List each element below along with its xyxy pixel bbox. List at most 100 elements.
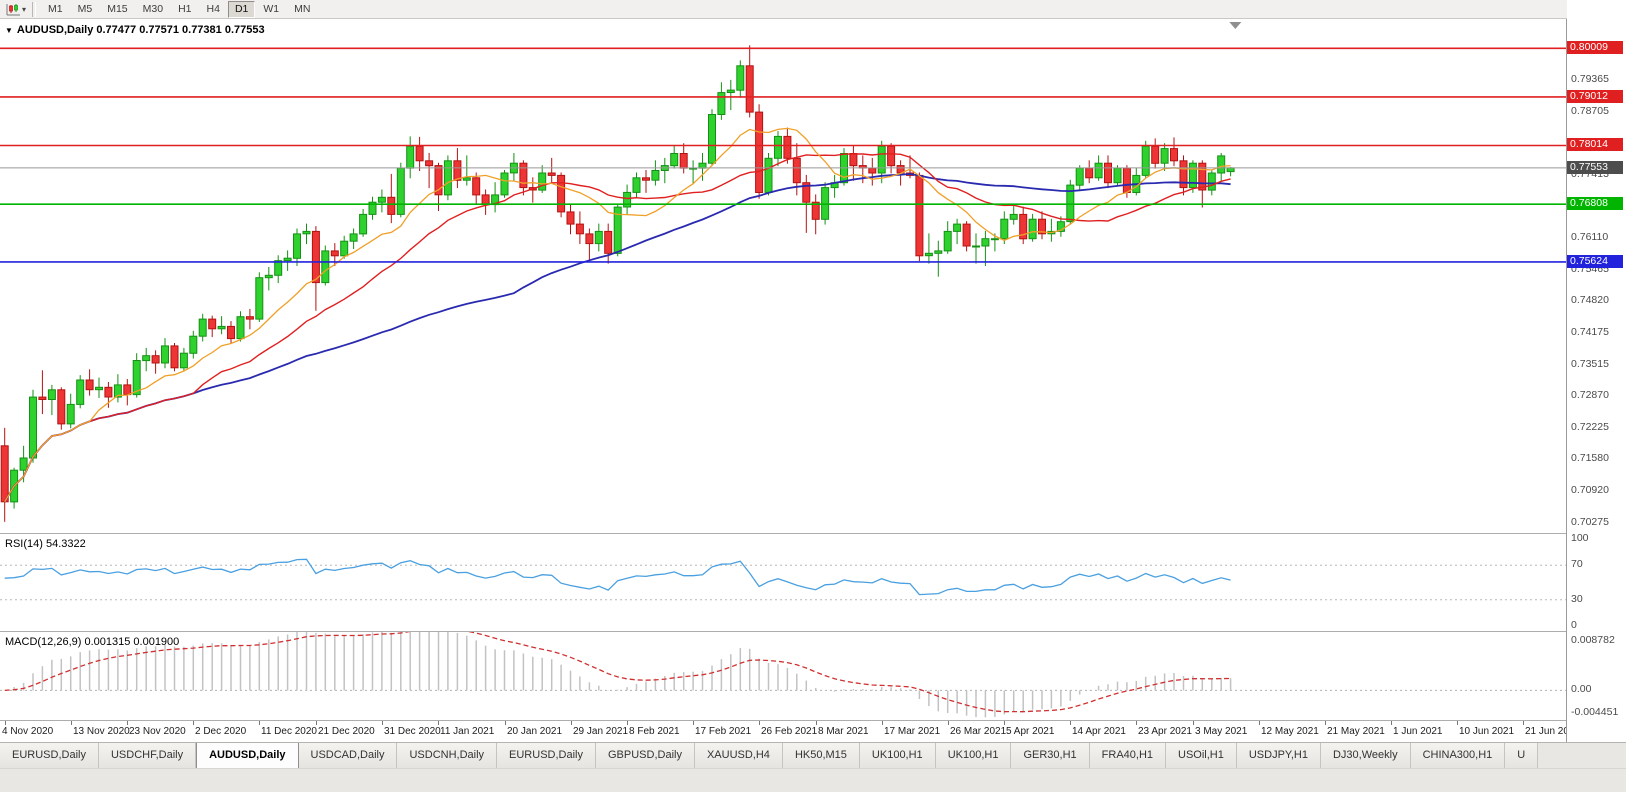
candle-up — [377, 196, 386, 203]
chart-tab-audusd-daily[interactable]: AUDUSD,Daily — [196, 743, 299, 768]
candle-down — [802, 182, 811, 203]
chart-tab-fra40-h1[interactable]: FRA40,H1 — [1089, 743, 1167, 768]
timeframe-button-d1[interactable]: D1 — [227, 0, 256, 18]
price-axis[interactable]: 0.793650.787050.780600.774130.767550.761… — [1567, 0, 1626, 742]
toolbar-separator — [32, 1, 37, 17]
candle-up — [283, 257, 292, 262]
chart-tab-gbpusd-daily[interactable]: GBPUSD,Daily — [596, 743, 695, 768]
candle-up — [142, 355, 151, 362]
candle-down — [481, 194, 490, 206]
candle-down — [227, 325, 235, 340]
macd-scale-label: 0.008782 — [1571, 634, 1615, 646]
chart-tab-usdchf-daily[interactable]: USDCHF,Daily — [98, 743, 197, 768]
timeframe-button-m1[interactable]: M1 — [48, 2, 63, 15]
candle-up — [1028, 218, 1037, 240]
chart-tab-china300-h1[interactable]: CHINA300,H1 — [1410, 743, 1506, 768]
candle-down — [1151, 145, 1160, 164]
candle-down — [1038, 218, 1046, 235]
candle-down — [745, 65, 754, 113]
candlestick-chart[interactable] — [0, 19, 1566, 533]
price-scale-label: 0.70920 — [1571, 484, 1609, 496]
status-bar — [0, 768, 1626, 792]
candle-up — [934, 250, 943, 254]
candle-up — [255, 277, 264, 320]
ma-line-mid — [4, 153, 1231, 503]
candle-up — [132, 360, 141, 396]
candle-up — [1160, 148, 1169, 164]
price-scale-label: 0.74820 — [1571, 294, 1609, 306]
macd-panel[interactable]: MACD(12,26,9) 0.001315 0.001900 — [0, 632, 1566, 720]
price-scale-label: 0.72870 — [1571, 389, 1609, 401]
chart-tab-eurusd-daily[interactable]: EURUSD,Daily — [497, 743, 596, 768]
time-axis-tick — [382, 721, 383, 725]
candle-up — [29, 396, 37, 459]
timeframe-button-m5[interactable]: M5 — [77, 2, 93, 15]
candle-up — [698, 162, 707, 169]
date-label: 14 Apr 2021 — [1072, 726, 1126, 737]
chart-tab-ger30-h1[interactable]: GER30,H1 — [1011, 743, 1090, 768]
chart-tab-eurusd-daily[interactable]: EURUSD,Daily — [0, 743, 99, 768]
chart-tab-usdcnh-daily[interactable]: USDCNH,Daily — [397, 743, 498, 768]
candle-down — [311, 230, 320, 284]
chart-tab-usdjpy-h1[interactable]: USDJPY,H1 — [1236, 743, 1321, 768]
candle-up — [623, 191, 632, 208]
macd-chart[interactable] — [0, 632, 1566, 720]
rsi-chart[interactable] — [0, 534, 1566, 631]
chart-tab-u[interactable]: U — [1505, 743, 1539, 768]
candle-up — [594, 230, 603, 245]
time-axis-tick — [71, 721, 72, 725]
candle-down — [915, 174, 924, 257]
candle-down — [792, 157, 801, 184]
collapse-arrow-icon[interactable]: ▼ — [5, 25, 13, 35]
candle-up — [1188, 162, 1197, 189]
ma-line-fast — [4, 127, 1231, 503]
macd-scale-label: -0.004451 — [1571, 706, 1619, 718]
candle-up — [302, 230, 311, 235]
timeframe-button-m30[interactable]: M30 — [142, 2, 164, 15]
candle-up — [19, 457, 28, 471]
candle-down — [585, 233, 594, 245]
candle-down — [1019, 213, 1028, 240]
price-chart-panel[interactable]: ▼ AUDUSD,Daily 0.77477 0.77571 0.77381 0… — [0, 19, 1566, 533]
time-axis-tick — [316, 721, 317, 725]
candlestick-chart-icon — [6, 3, 20, 15]
time-axis[interactable]: 4 Nov 2020 13 Nov 2020 23 Nov 2020 2 Dec 20… — [0, 721, 1566, 742]
rsi-line — [4, 558, 1231, 596]
time-axis-tick — [505, 721, 506, 725]
rsi-scale-label: 0 — [1571, 619, 1577, 631]
candle-up — [179, 352, 188, 369]
price-scale-label: 0.74175 — [1571, 326, 1609, 338]
panel-separator — [0, 533, 1626, 534]
chart-tab-usoil-h1[interactable]: USOil,H1 — [1166, 743, 1237, 768]
candle-up — [990, 238, 999, 241]
timeframe-button-m15[interactable]: M15 — [107, 2, 128, 15]
candle-up — [293, 233, 301, 259]
chart-tab-hk50-m15[interactable]: HK50,M15 — [782, 743, 860, 768]
time-axis-tick — [759, 721, 760, 725]
candle-up — [953, 223, 962, 232]
candle-down — [962, 223, 971, 247]
date-label: 17 Mar 2021 — [884, 726, 941, 737]
candle-down — [425, 160, 434, 167]
time-axis-tick — [1457, 721, 1458, 725]
candle-up — [274, 260, 283, 276]
chart-type-button[interactable]: ▾ — [3, 1, 29, 18]
candle-up — [264, 274, 273, 279]
chart-tab-usdcad-daily[interactable]: USDCAD,Daily — [298, 743, 398, 768]
chart-tab-xauusd-h4[interactable]: XAUUSD,H4 — [694, 743, 783, 768]
candle-up — [113, 384, 122, 398]
chart-tab-uk100-h1[interactable]: UK100,H1 — [859, 743, 936, 768]
price-scale-label: 0.72225 — [1571, 421, 1609, 433]
candle-down — [755, 111, 764, 193]
rsi-panel[interactable]: RSI(14) 54.3322 — [0, 534, 1566, 631]
timeframe-button-h4[interactable]: H4 — [206, 2, 220, 15]
rsi-scale-label: 70 — [1571, 558, 1583, 570]
timeframe-button-h1[interactable]: H1 — [178, 2, 192, 15]
chart-tab-dj30-weekly[interactable]: DJ30,Weekly — [1320, 743, 1411, 768]
time-axis-tick — [1136, 721, 1137, 725]
timeframe-button-w1[interactable]: W1 — [263, 2, 280, 15]
timeframe-button-mn[interactable]: MN — [294, 2, 311, 15]
candle-up — [359, 213, 368, 235]
chart-tab-uk100-h1[interactable]: UK100,H1 — [935, 743, 1012, 768]
